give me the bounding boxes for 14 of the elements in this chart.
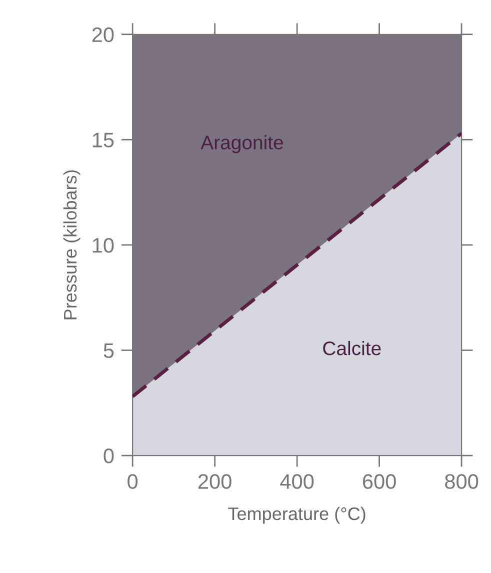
series-label: Calcite: [323, 340, 381, 356]
y-tick-label: 20: [92, 27, 114, 42]
y-axis-title: Pressure (kilobars): [63, 170, 80, 320]
y-tick-label: 5: [104, 343, 114, 358]
x-tick-label: 200: [198, 474, 232, 489]
x-tick-label: 600: [362, 474, 396, 489]
y-tick-label: 0: [104, 448, 114, 464]
series-label: Aragonite: [200, 135, 283, 154]
x-tick-label: 0: [128, 474, 138, 489]
x-tick-label: 800: [445, 474, 478, 489]
x-axis-title: Temperature (°C): [228, 506, 366, 524]
y-tick-label: 15: [92, 132, 114, 148]
y-tick-label: 10: [92, 238, 114, 253]
x-tick-label: 400: [280, 474, 314, 489]
